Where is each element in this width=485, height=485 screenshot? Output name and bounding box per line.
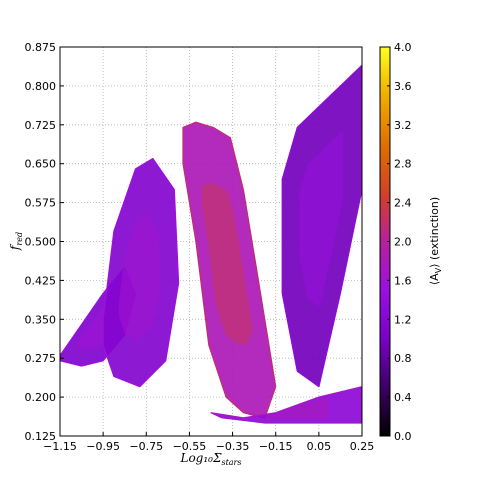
colorbar-tick-label: 4.0 bbox=[394, 41, 412, 54]
y-axis-label: fred bbox=[8, 232, 24, 251]
y-tick-label: 0.275 bbox=[25, 352, 57, 365]
colorbar-tick-label: 3.6 bbox=[394, 80, 412, 93]
colorbar-label: ⟨AV⟩ (extinction) bbox=[428, 197, 443, 285]
colorbar-label-sub: V bbox=[434, 267, 443, 273]
colorbar-tick-label: 2.0 bbox=[394, 236, 412, 249]
x-tick-label: −0.95 bbox=[86, 440, 120, 453]
colorbar-tick-label: 1.6 bbox=[394, 274, 412, 287]
colorbar-tick-label: 2.8 bbox=[394, 158, 412, 171]
colorbar-ticks: 0.0 0.4 0.8 1.2 1.6 2.0 2.4 2.8 3.2 3.6 4.0 bbox=[387, 41, 412, 443]
x-axis-label-sub: stars bbox=[221, 458, 241, 467]
colorbar-tick-label: 2.4 bbox=[394, 197, 412, 210]
y-tick-label: 0.725 bbox=[25, 119, 57, 132]
y-axis-label-sub: red bbox=[15, 232, 24, 246]
data-layer bbox=[60, 64, 362, 424]
colorbar-label-suffix: ⟩ (extinction) bbox=[428, 197, 441, 268]
colorbar-label-main: ⟨A bbox=[428, 273, 441, 285]
colorbar-tick-label: 0.4 bbox=[394, 391, 412, 404]
colorbar-tick-label: 0.0 bbox=[394, 430, 412, 443]
x-tick-label: −1.15 bbox=[43, 440, 77, 453]
y-tick-label: 0.350 bbox=[25, 313, 57, 326]
x-axis-label: Log₁₀Σstars bbox=[179, 451, 241, 467]
x-tick-label: −0.15 bbox=[259, 440, 293, 453]
x-tick-label: −0.55 bbox=[173, 440, 207, 453]
y-tick-label: 0.650 bbox=[25, 158, 57, 171]
region-core-ring-structure bbox=[118, 214, 161, 340]
x-tick-label: −0.75 bbox=[129, 440, 163, 453]
y-tick-label: 0.500 bbox=[25, 236, 57, 249]
colorbar-tick-label: 0.8 bbox=[394, 352, 412, 365]
region-core-base-streak bbox=[244, 398, 328, 419]
y-axis: 0.125 0.200 0.275 0.350 0.425 0.500 0.575 0.650… bbox=[25, 41, 64, 443]
x-tick-label: −0.35 bbox=[216, 440, 250, 453]
x-tick-label: 0.25 bbox=[350, 440, 375, 453]
colorbar-tick-label: 1.2 bbox=[394, 313, 412, 326]
x-axis-label-main: Log₁₀Σ bbox=[179, 451, 221, 465]
y-tick-label: 0.425 bbox=[25, 274, 57, 287]
y-tick-label: 0.200 bbox=[25, 391, 57, 404]
colorbar-tick-label: 3.2 bbox=[394, 119, 412, 132]
y-tick-label: 0.875 bbox=[25, 41, 57, 54]
region-core-central-ridge bbox=[201, 182, 253, 346]
y-tick-label: 0.800 bbox=[25, 80, 57, 93]
x-tick-label: 0.05 bbox=[307, 440, 332, 453]
y-tick-label: 0.125 bbox=[25, 430, 57, 443]
y-axis-label-main: f bbox=[8, 243, 22, 251]
x-axis: −1.15 −0.95 −0.75 −0.55 −0.35 −0.15 0.05 0.25 bbox=[43, 432, 374, 453]
region-core-right-band bbox=[299, 130, 344, 308]
y-tick-label: 0.575 bbox=[25, 197, 57, 210]
